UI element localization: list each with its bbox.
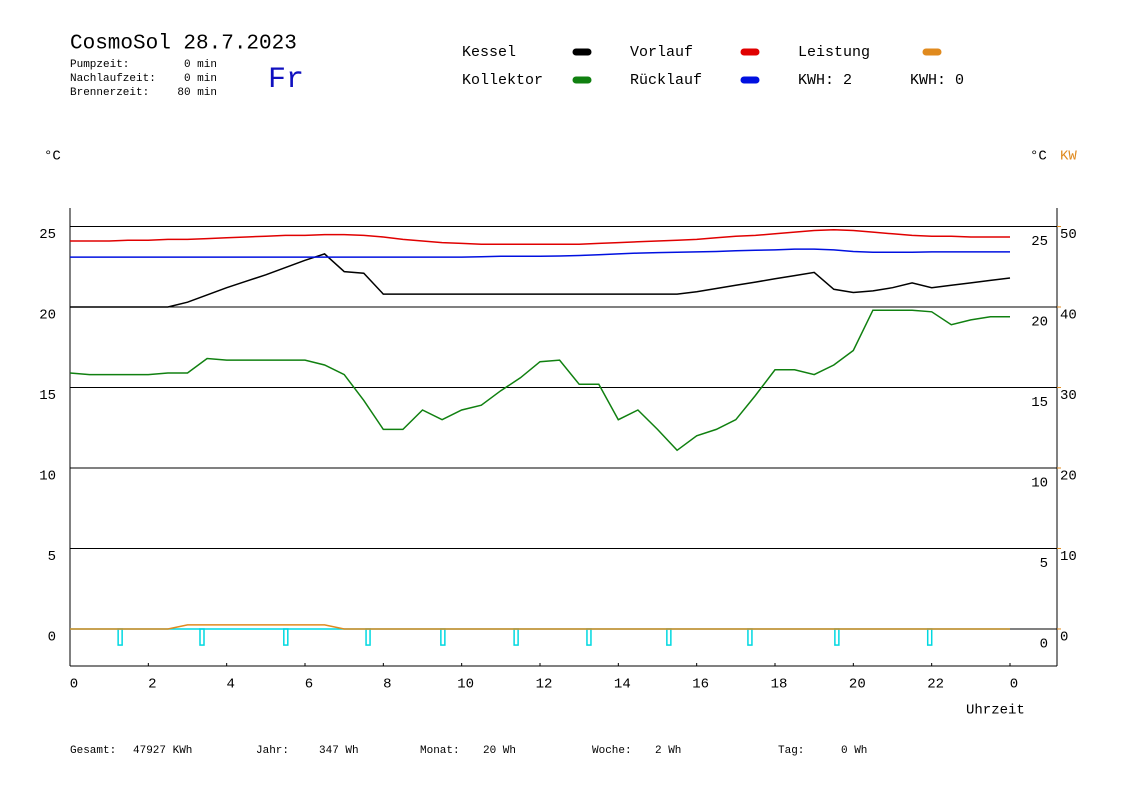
- y2-tick-label: 30: [1060, 388, 1077, 404]
- info-value: 0 min: [184, 59, 217, 71]
- x-tick-label: 4: [226, 677, 234, 693]
- y-tick-label: 20: [39, 308, 56, 324]
- footer-value: 20 Wh: [483, 745, 516, 757]
- x-tick-label: 0: [1010, 677, 1018, 693]
- x-tick-label: 8: [383, 677, 391, 693]
- y2-tick-label: 40: [1060, 308, 1077, 324]
- y-tick-label-right: 20: [1031, 315, 1048, 331]
- x-tick-label: 2: [148, 677, 156, 693]
- x-axis-label: Uhrzeit: [966, 703, 1025, 719]
- y-tick-label-right: 25: [1031, 234, 1048, 250]
- x-tick-label: 18: [771, 677, 788, 693]
- info-value: 0 min: [184, 73, 217, 85]
- series-line: [70, 253, 1011, 308]
- y-tick-label: 25: [39, 227, 56, 243]
- x-tick-label: 20: [849, 677, 866, 693]
- weekday: Fr: [268, 63, 304, 97]
- x-tick-label: 14: [614, 677, 631, 693]
- legend-label: Kessel: [462, 44, 516, 61]
- kwh-label: KWH: 2: [798, 72, 852, 89]
- footer-value: 0 Wh: [841, 745, 867, 757]
- pulse: [283, 628, 289, 646]
- x-tick-label: 16: [692, 677, 709, 693]
- x-tick-label: 22: [927, 677, 944, 693]
- y-tick-label-right: 10: [1031, 476, 1048, 492]
- y-tick-label-right: 15: [1031, 395, 1048, 411]
- footer-label: Woche:: [592, 745, 632, 757]
- x-tick-label: 12: [536, 677, 553, 693]
- footer-value: 47927 KWh: [133, 745, 192, 757]
- y2-tick-label: 20: [1060, 469, 1077, 485]
- y2-axis-unit: KW: [1060, 149, 1077, 165]
- info-label: Brennerzeit:: [70, 87, 149, 99]
- y-tick-label-right: 5: [1040, 556, 1048, 572]
- y-axis-label: °C: [44, 149, 61, 165]
- y-tick-label: 15: [39, 388, 56, 404]
- footer-label: Jahr:: [256, 745, 289, 757]
- y2-axis-label: °C: [1030, 149, 1047, 165]
- x-tick-label: 10: [457, 677, 474, 693]
- y2-tick-label: 10: [1060, 549, 1077, 565]
- chart-title: CosmoSol 28.7.2023: [70, 33, 297, 56]
- series-line: [70, 624, 1010, 630]
- footer-label: Monat:: [420, 745, 460, 757]
- info-label: Nachlaufzeit:: [70, 73, 156, 85]
- x-tick-label: 6: [305, 677, 313, 693]
- info-label: Pumpzeit:: [70, 59, 129, 71]
- legend-label: Leistung: [798, 44, 870, 61]
- y-tick-label-right: 0: [1040, 637, 1048, 653]
- y-tick-label: 5: [48, 549, 56, 565]
- footer-value: 2 Wh: [655, 745, 681, 757]
- series-line: [70, 248, 1010, 258]
- legend-label: Kollektor: [462, 72, 543, 89]
- y2-tick-label: 50: [1060, 227, 1077, 243]
- pulse: [199, 628, 205, 646]
- y-tick-label: 10: [39, 469, 56, 485]
- footer-label: Tag:: [778, 745, 804, 757]
- footer-label: Gesamt:: [70, 745, 116, 757]
- info-value: 80 min: [177, 87, 217, 99]
- series-line: [69, 309, 1010, 452]
- legend-label: Rücklauf: [630, 72, 702, 89]
- footer-value: 347 Wh: [319, 745, 359, 757]
- x-tick-label: 0: [70, 677, 78, 693]
- series-line: [70, 228, 1010, 245]
- y-tick-label: 0: [48, 630, 56, 646]
- legend-label: Vorlauf: [630, 44, 693, 61]
- y2-tick-label: 0: [1060, 630, 1068, 646]
- kwh-label: KWH: 0: [910, 72, 964, 89]
